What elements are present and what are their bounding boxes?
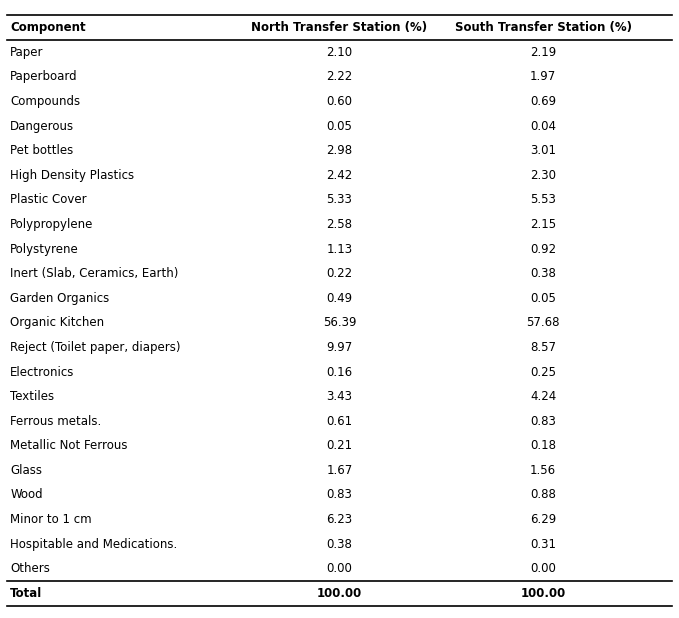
Text: Inert (Slab, Ceramics, Earth): Inert (Slab, Ceramics, Earth)	[10, 267, 179, 280]
Text: 0.38: 0.38	[530, 267, 556, 280]
Text: 5.53: 5.53	[530, 193, 556, 206]
Text: 0.21: 0.21	[327, 439, 352, 452]
Text: Organic Kitchen: Organic Kitchen	[10, 316, 105, 329]
Text: Ferrous metals.: Ferrous metals.	[10, 415, 101, 428]
Text: 100.00: 100.00	[521, 587, 566, 600]
Text: 0.31: 0.31	[530, 538, 556, 551]
Text: Plastic Cover: Plastic Cover	[10, 193, 87, 206]
Text: Others: Others	[10, 562, 50, 575]
Text: 0.83: 0.83	[530, 415, 556, 428]
Text: 2.58: 2.58	[327, 218, 352, 231]
Text: 6.23: 6.23	[327, 513, 352, 526]
Text: 0.25: 0.25	[530, 365, 556, 378]
Text: 2.42: 2.42	[327, 169, 352, 182]
Text: Polystyrene: Polystyrene	[10, 243, 79, 256]
Text: Hospitable and Medications.: Hospitable and Medications.	[10, 538, 177, 551]
Text: 56.39: 56.39	[323, 316, 356, 329]
Text: 5.33: 5.33	[327, 193, 352, 206]
Text: 0.69: 0.69	[530, 95, 556, 108]
Text: 2.98: 2.98	[327, 144, 352, 157]
Text: North Transfer Station (%): North Transfer Station (%)	[251, 21, 428, 34]
Text: Wood: Wood	[10, 488, 43, 501]
Text: South Transfer Station (%): South Transfer Station (%)	[455, 21, 631, 34]
Text: 6.29: 6.29	[530, 513, 556, 526]
Text: 0.05: 0.05	[530, 292, 556, 305]
Text: 100.00: 100.00	[317, 587, 362, 600]
Text: Component: Component	[10, 21, 86, 34]
Text: Garden Organics: Garden Organics	[10, 292, 109, 305]
Text: 0.60: 0.60	[327, 95, 352, 108]
Text: 0.00: 0.00	[327, 562, 352, 575]
Text: 1.67: 1.67	[327, 464, 352, 477]
Text: 1.97: 1.97	[530, 70, 556, 83]
Text: Paper: Paper	[10, 46, 43, 59]
Text: 0.92: 0.92	[530, 243, 556, 256]
Text: 1.13: 1.13	[327, 243, 352, 256]
Text: 2.30: 2.30	[530, 169, 556, 182]
Text: Polypropylene: Polypropylene	[10, 218, 94, 231]
Text: 3.43: 3.43	[327, 390, 352, 403]
Text: Glass: Glass	[10, 464, 42, 477]
Text: 3.01: 3.01	[530, 144, 556, 157]
Text: 0.16: 0.16	[327, 365, 352, 378]
Text: 0.38: 0.38	[327, 538, 352, 551]
Text: High Density Plastics: High Density Plastics	[10, 169, 134, 182]
Text: 2.19: 2.19	[530, 46, 556, 59]
Text: 0.49: 0.49	[327, 292, 352, 305]
Text: 0.22: 0.22	[327, 267, 352, 280]
Text: 57.68: 57.68	[526, 316, 560, 329]
Text: 9.97: 9.97	[327, 341, 352, 354]
Text: 8.57: 8.57	[530, 341, 556, 354]
Text: Textiles: Textiles	[10, 390, 54, 403]
Text: Metallic Not Ferrous: Metallic Not Ferrous	[10, 439, 128, 452]
Text: 0.83: 0.83	[327, 488, 352, 501]
Text: Electronics: Electronics	[10, 365, 75, 378]
Text: 0.18: 0.18	[530, 439, 556, 452]
Text: 0.88: 0.88	[530, 488, 556, 501]
Text: Minor to 1 cm: Minor to 1 cm	[10, 513, 92, 526]
Text: 0.04: 0.04	[530, 120, 556, 133]
Text: 2.10: 2.10	[327, 46, 352, 59]
Text: 1.56: 1.56	[530, 464, 556, 477]
Text: Dangerous: Dangerous	[10, 120, 74, 133]
Text: Compounds: Compounds	[10, 95, 80, 108]
Text: 0.61: 0.61	[327, 415, 352, 428]
Text: 0.05: 0.05	[327, 120, 352, 133]
Text: Pet bottles: Pet bottles	[10, 144, 73, 157]
Text: Reject (Toilet paper, diapers): Reject (Toilet paper, diapers)	[10, 341, 181, 354]
Text: 2.15: 2.15	[530, 218, 556, 231]
Text: 0.00: 0.00	[530, 562, 556, 575]
Text: 4.24: 4.24	[530, 390, 556, 403]
Text: 2.22: 2.22	[327, 70, 352, 83]
Text: Total: Total	[10, 587, 42, 600]
Text: Paperboard: Paperboard	[10, 70, 78, 83]
